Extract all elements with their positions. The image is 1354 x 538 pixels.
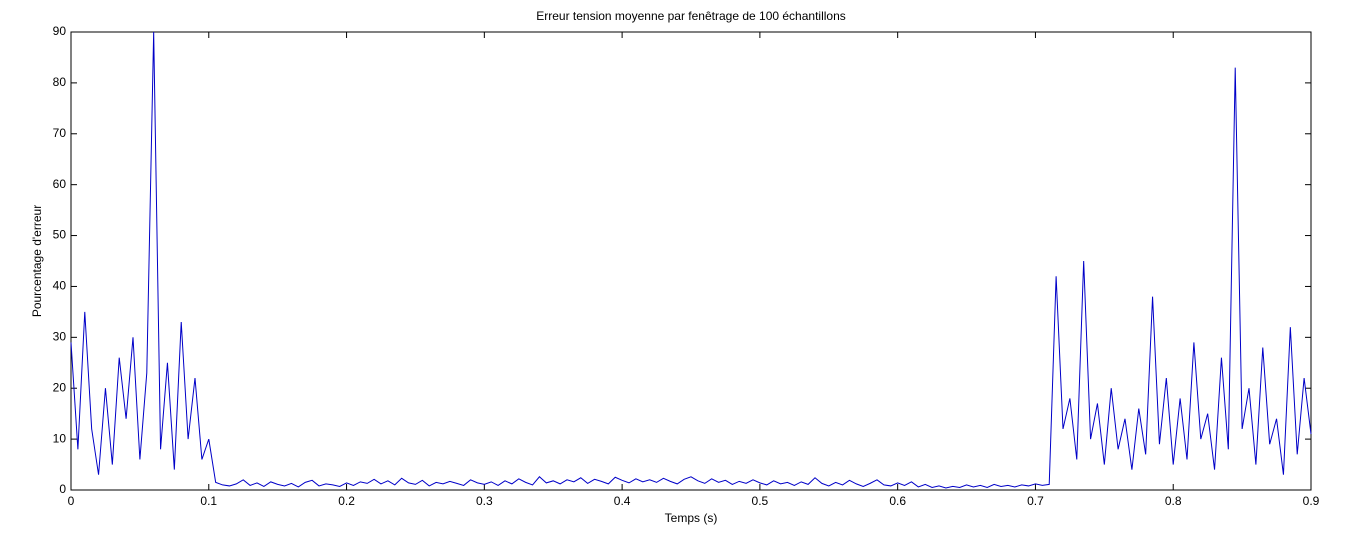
y-tick-label: 80 (53, 75, 67, 89)
y-tick-label: 10 (53, 431, 67, 445)
y-tick-label: 70 (53, 126, 67, 140)
y-axis-label: Pourcentage d'erreur (30, 205, 44, 317)
x-tick-label: 0.6 (889, 494, 906, 508)
y-tick-label: 40 (53, 279, 67, 293)
x-tick-label: 0.9 (1303, 494, 1320, 508)
x-tick-label: 0.2 (338, 494, 355, 508)
chart-title: Erreur tension moyenne par fenêtrage de … (536, 9, 846, 23)
y-tick-label: 60 (53, 177, 67, 191)
x-tick-label: 0.5 (752, 494, 769, 508)
x-tick-label: 0.7 (1027, 494, 1044, 508)
x-axis-label: Temps (s) (665, 511, 718, 525)
y-tick-label: 90 (53, 24, 67, 38)
data-line (70, 31, 1312, 489)
y-tick-label: 50 (53, 228, 67, 242)
x-tick-label: 0.3 (476, 494, 493, 508)
x-tick-label: 0.8 (1165, 494, 1182, 508)
x-tick-label: 0 (68, 494, 75, 508)
y-tick-label: 20 (53, 380, 67, 394)
y-tick-label: 30 (53, 330, 67, 344)
x-tick-label: 0.4 (614, 494, 631, 508)
x-tick-label: 0.1 (200, 494, 217, 508)
plot-area (70, 31, 1312, 491)
y-tick-label: 0 (59, 482, 66, 496)
